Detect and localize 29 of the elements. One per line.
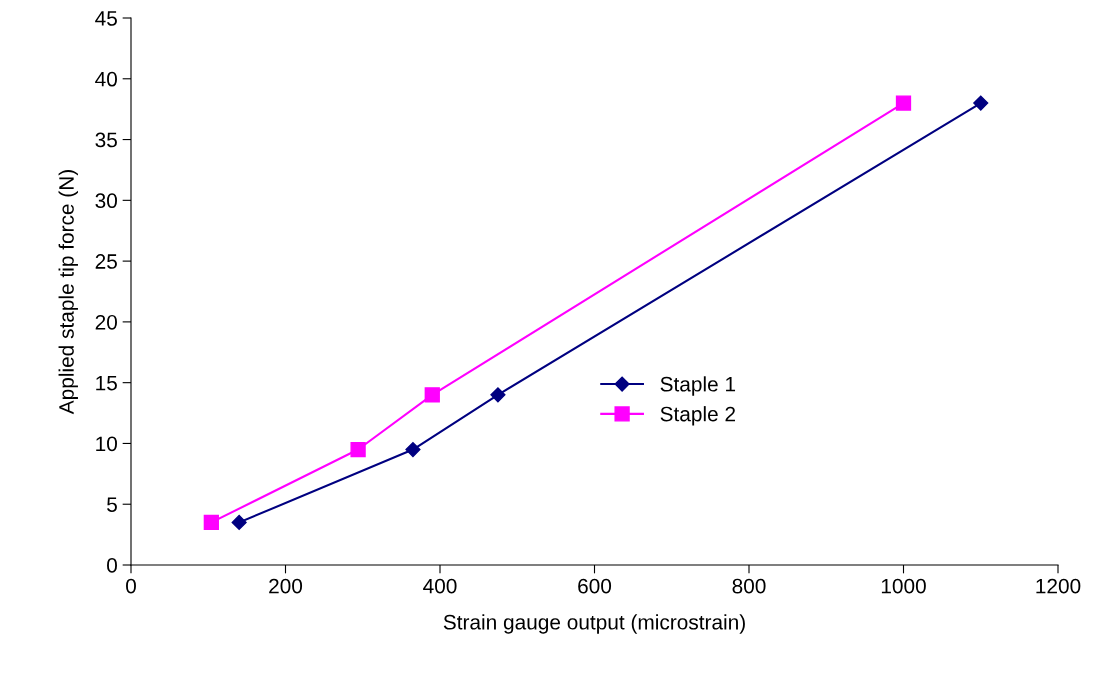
- point: [895, 95, 912, 111]
- x-tick-label: 400: [423, 578, 457, 594]
- y-tick-label: 15: [96, 375, 117, 391]
- y-tick-label: 25: [95, 254, 117, 269]
- y-tick-label: 10: [96, 436, 117, 452]
- y-tick-label: 45: [95, 11, 117, 26]
- point: [203, 514, 219, 531]
- x-tick-label: 1000: [881, 578, 926, 594]
- x-tick-label: 200: [269, 578, 303, 594]
- x-tick-label: 600: [578, 578, 612, 594]
- y-tick-label: 0: [107, 558, 117, 573]
- y-tick-label: 5: [107, 497, 117, 512]
- x-tick-label: 800: [732, 578, 766, 594]
- legend-label: Staple 2: [660, 406, 736, 426]
- y-axis-title: Applied staple tip force (N): [58, 170, 78, 415]
- y-tick-label: 40: [95, 71, 117, 87]
- point: [490, 387, 506, 403]
- point: [231, 514, 247, 531]
- legend-label: Staple 1: [660, 376, 736, 396]
- y-tick-label: 30: [95, 193, 117, 209]
- x-tick-label: 1200: [1036, 578, 1081, 594]
- point: [405, 441, 421, 458]
- x-tick-label: 0: [126, 578, 136, 594]
- point: [350, 441, 366, 458]
- y-tick-label: 20: [95, 314, 117, 330]
- point: [424, 387, 440, 403]
- point: [973, 95, 989, 111]
- y-tick-label: 35: [95, 132, 117, 148]
- x-axis-title: Strain gauge output (microstrain): [443, 614, 745, 634]
